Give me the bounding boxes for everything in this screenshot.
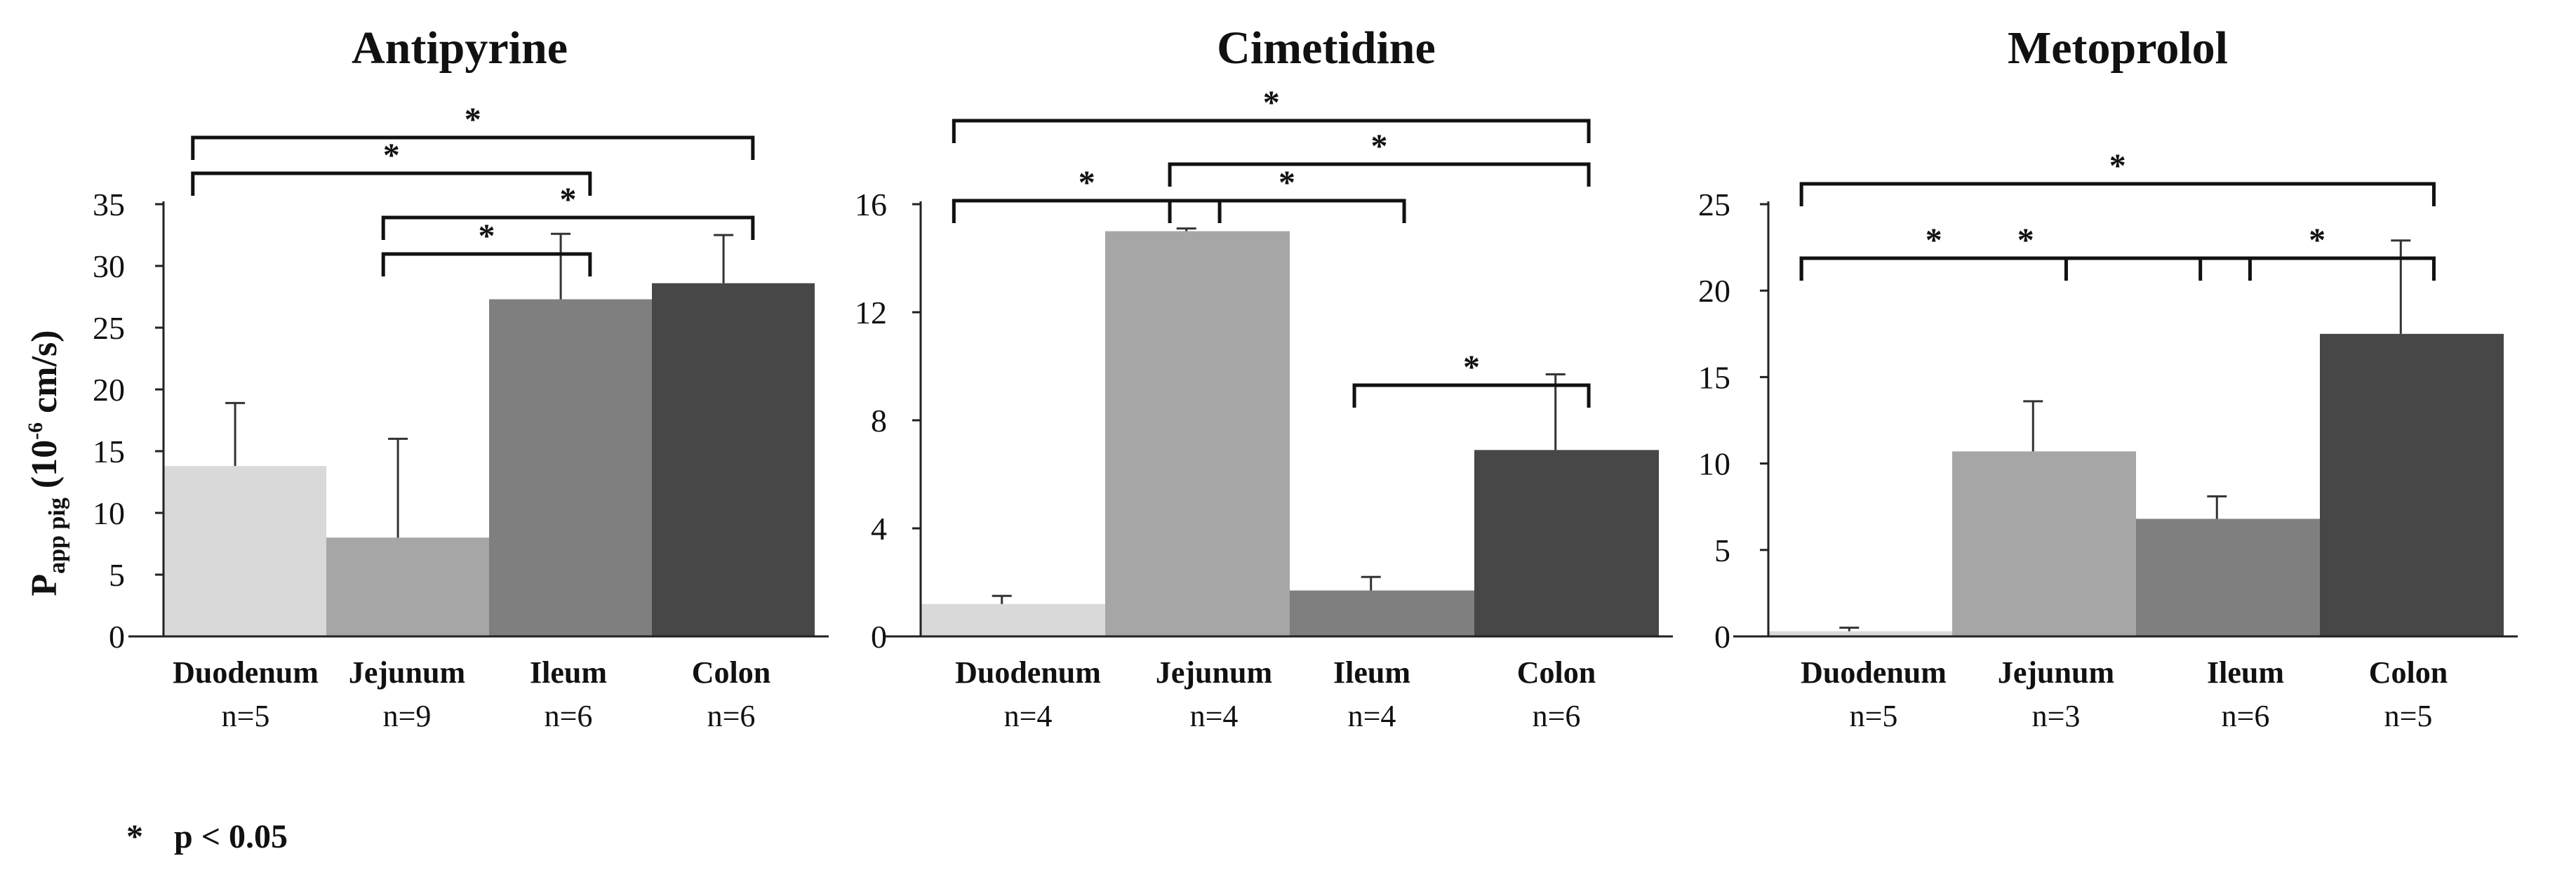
y-tick-label: 30 <box>93 248 125 284</box>
bar-duodenum <box>1768 631 1952 636</box>
bar-duodenum <box>921 603 1105 636</box>
bar-jejunum <box>326 537 489 636</box>
sample-size-label: n=4 <box>1004 699 1053 733</box>
significance-star: * <box>479 218 495 255</box>
chart-title: Cimetidine <box>1217 22 1436 74</box>
bar-ileum <box>2136 519 2320 636</box>
sample-size-label: n=3 <box>2032 699 2081 733</box>
bar-jejunum <box>1952 451 2136 636</box>
footnote-text: p < 0.05 <box>174 818 288 855</box>
x-category-label: Colon <box>692 655 770 690</box>
sample-size-label: n=4 <box>1190 699 1239 733</box>
sample-size-label: n=5 <box>1850 699 1898 733</box>
sample-size-label: n=9 <box>383 699 432 733</box>
y-tick-label: 0 <box>871 619 887 655</box>
significance-bracket <box>2198 256 2436 281</box>
chart-panels: Antipyrine 0 5 10 15 20 25 30 35 Duodenum n=5 Jejun… <box>93 22 2518 733</box>
significance-bracket <box>1352 383 1591 408</box>
significance-bracket <box>191 135 755 160</box>
y-tick-label: 5 <box>1714 533 1730 568</box>
x-category-label: Jejunum <box>1156 655 1272 690</box>
x-category-label: Colon <box>1517 655 1596 690</box>
y-tick-label: 0 <box>1714 619 1730 655</box>
x-category-label: Jejunum <box>1998 655 2114 690</box>
significance-bracket <box>1799 182 2436 206</box>
bar-colon <box>652 283 815 636</box>
y-axis-label-open: (10 <box>25 440 65 497</box>
y-tick-label: 16 <box>855 187 887 222</box>
x-category-label: Duodenum <box>173 655 319 690</box>
bar-duodenum <box>163 466 326 636</box>
y-tick-label: 25 <box>1698 187 1730 222</box>
chart-title: Antipyrine <box>352 22 568 74</box>
significance-star: * <box>465 101 481 138</box>
significance-bracket <box>381 252 592 276</box>
significance-bracket <box>952 199 1222 223</box>
y-axis-label-superscript: -6 <box>24 422 47 440</box>
x-category-label: Jejunum <box>349 655 465 690</box>
significance-star: * <box>2017 222 2034 259</box>
sample-size-label: n=6 <box>707 699 756 733</box>
sample-size-label: n=6 <box>1533 699 1581 733</box>
y-tick-label: 10 <box>1698 446 1730 482</box>
x-category-label: Ileum <box>530 655 607 690</box>
bar-jejunum <box>1105 231 1290 636</box>
y-axis-label-close: cm/s) <box>25 330 65 422</box>
bar-ileum <box>1290 590 1474 636</box>
significance-bracket <box>191 171 592 196</box>
y-tick-label: 20 <box>1698 273 1730 309</box>
footnote-symbol: * <box>126 818 143 855</box>
significance-bracket <box>1799 256 2252 281</box>
significance-star: * <box>1079 164 1095 201</box>
significance-bracket <box>1168 199 1406 223</box>
y-tick-label: 5 <box>109 557 125 593</box>
x-category-label: Duodenum <box>1801 655 1947 690</box>
significance-star: * <box>383 137 400 174</box>
x-category-label: Duodenum <box>955 655 1101 690</box>
y-tick-label: 20 <box>93 372 125 408</box>
y-tick-label: 8 <box>871 403 887 439</box>
y-tick-label: 4 <box>871 511 887 547</box>
x-category-label: Ileum <box>2207 655 2284 690</box>
sample-size-label: n=5 <box>2384 699 2433 733</box>
significance-star: * <box>1279 164 1295 201</box>
y-tick-label: 15 <box>93 434 125 469</box>
chart-panel-antipyrine: Antipyrine 0 5 10 15 20 25 30 35 Duodenum n=5 Jejun… <box>93 22 829 733</box>
chart-panel-metoprolol: Metoprolol 0 5 10 15 20 25 Duodenum n=5 Jejunum n=… <box>1698 22 2518 733</box>
y-tick-label: 10 <box>93 495 125 531</box>
significance-bracket <box>952 119 1591 143</box>
x-category-label: Ileum <box>1333 655 1410 690</box>
chart-title: Metoprolol <box>2008 22 2228 74</box>
sample-size-label: n=5 <box>222 699 270 733</box>
sample-size-label: n=4 <box>1348 699 1396 733</box>
significance-star: * <box>1371 128 1388 165</box>
y-tick-label: 0 <box>109 619 125 655</box>
bar-colon <box>1474 450 1659 636</box>
significance-star: * <box>1463 349 1480 386</box>
y-tick-label: 15 <box>1698 359 1730 395</box>
y-tick-label: 25 <box>93 310 125 346</box>
y-axis-label-subscript: app pig <box>44 497 70 574</box>
bar-ileum <box>489 299 652 636</box>
y-tick-label: 35 <box>93 187 125 222</box>
y-axis-label-main: P <box>25 574 65 596</box>
sample-size-label: n=6 <box>545 699 593 733</box>
significance-star: * <box>2309 222 2325 259</box>
y-axis-label: Papp pig (10-6 cm/s) <box>24 330 70 596</box>
significance-star: * <box>2109 147 2126 185</box>
significance-star: * <box>560 181 577 218</box>
bar-colon <box>2320 333 2504 636</box>
chart-panel-cimetidine: Cimetidine 0 4 8 12 16 Duodenum n=4 Jejunum n=4 Il… <box>855 22 1673 733</box>
significance-bracket <box>1168 162 1591 187</box>
significance-star: * <box>1263 84 1280 121</box>
significance-star: * <box>1926 222 1942 259</box>
x-category-label: Colon <box>2369 655 2448 690</box>
significance-bracket <box>381 215 755 240</box>
y-tick-label: 12 <box>855 295 887 330</box>
sample-size-label: n=6 <box>2222 699 2270 733</box>
significance-bracket <box>1799 256 2068 281</box>
